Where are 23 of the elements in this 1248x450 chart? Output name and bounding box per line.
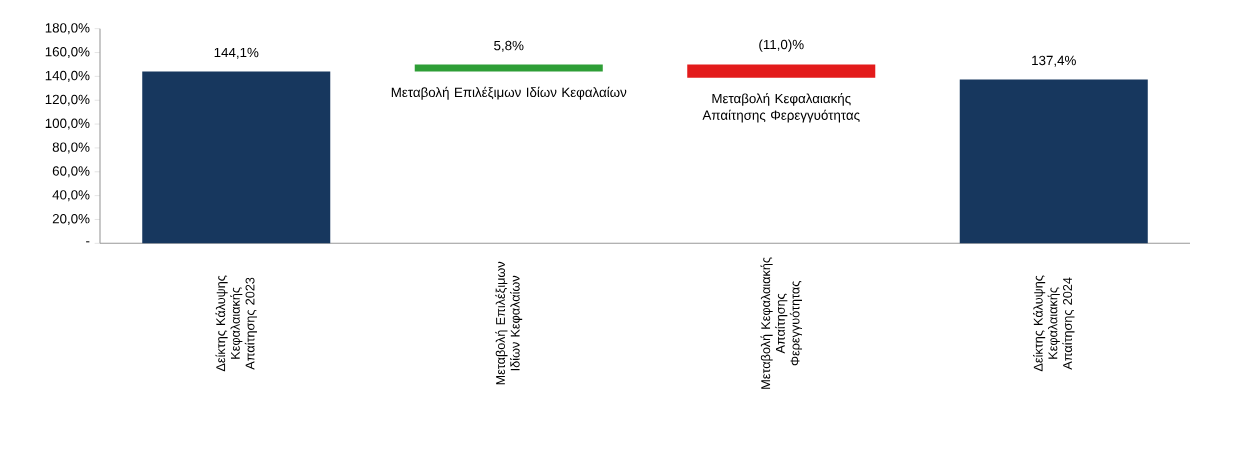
y-tick-label: 80,0%: [52, 142, 90, 154]
data-label: 5,8%: [494, 40, 524, 52]
x-tick-label: Δείκτης Κάλυψης Κεφαλαιακής Απαίτησης 2023: [215, 275, 257, 372]
y-tick-label: 140,0%: [45, 70, 90, 82]
y-tick-label: 100,0%: [45, 118, 90, 130]
y-tick-label: 20,0%: [52, 213, 90, 225]
y-tick-label: 180,0%: [45, 23, 90, 35]
y-tick-label: 60,0%: [52, 166, 90, 178]
y-tick-label: 120,0%: [45, 94, 90, 106]
annotation: Μεταβολή Κεφαλαιακής Απαίτησης Φερεγγυότητας: [702, 93, 860, 123]
x-tick-label: Δείκτης Κάλυψης Κεφαλαιακής Απαίτησης 2024: [1033, 275, 1075, 372]
data-label: 144,1%: [214, 47, 259, 59]
annotation: Μεταβολή Επιλέξιμων Ιδίων Κεφαλαίων: [391, 86, 627, 100]
y-tick-label: 160,0%: [45, 47, 90, 59]
data-label: 137,4%: [1032, 55, 1076, 67]
y-tick-label: 40,0%: [52, 190, 90, 202]
y-tick-label: -: [86, 241, 90, 243]
data-label: (11,0)%: [759, 39, 804, 52]
bar: [687, 64, 876, 78]
x-tick-label: Μεταβολή Επιλέξιμων Ιδίων Κεφαλαίων: [495, 261, 523, 385]
bar: [959, 79, 1148, 244]
x-tick-label: Μεταβολή Κεφαλαιακής Απαίτησης Φερεγγυότητας: [760, 257, 803, 389]
bar: [142, 71, 331, 244]
